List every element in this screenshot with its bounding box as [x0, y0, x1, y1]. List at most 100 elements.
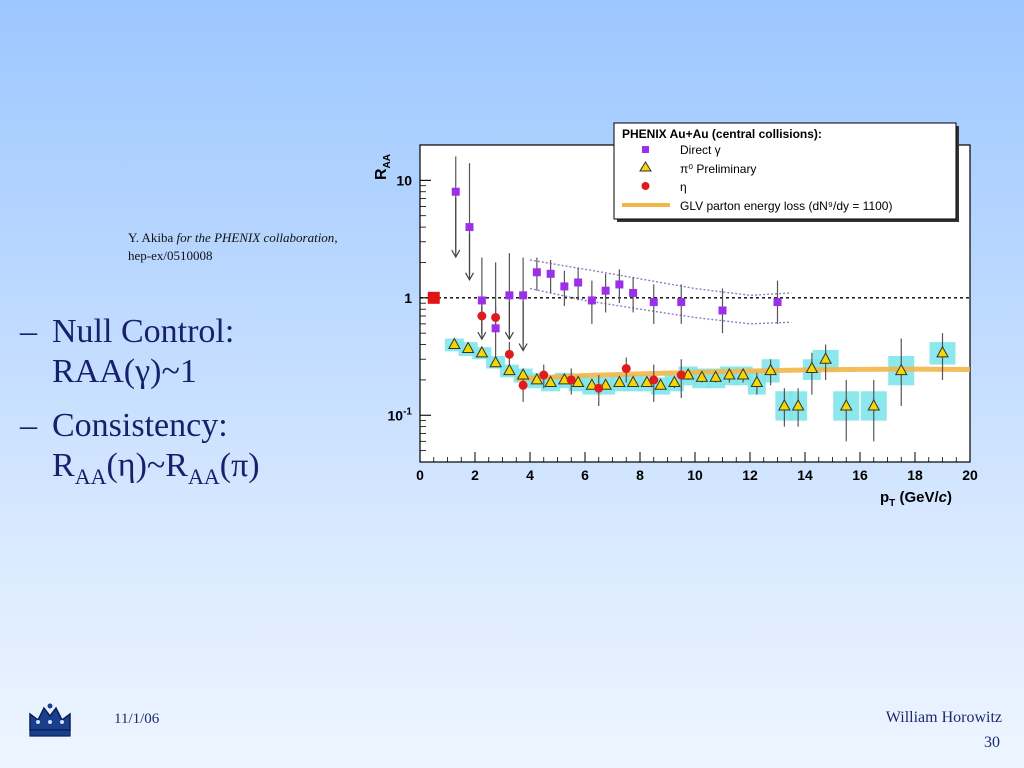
x-tick-label: 18	[907, 467, 923, 483]
x-tick-label: 0	[416, 467, 424, 483]
upper-limit-arrow-head	[464, 272, 475, 282]
bullet-2-end: (π)	[219, 447, 260, 484]
pi0-point	[475, 345, 489, 358]
eta-point	[518, 380, 528, 390]
citation-collab: for the PHENIX collaboration	[176, 230, 335, 245]
legend-box	[613, 122, 957, 220]
pi0-point	[805, 361, 819, 374]
pi0-point	[936, 345, 949, 358]
direct-gamma-point	[532, 268, 541, 277]
eta-point	[477, 311, 487, 321]
pi0-point	[778, 398, 791, 411]
pi0-point	[544, 375, 557, 388]
citation-comma: ,	[334, 230, 338, 245]
y-tick-label: 10	[396, 172, 412, 188]
bullet-2-sub2: AA	[187, 463, 220, 489]
bullet-null-control: – Null Control: RAA(γ)~1	[20, 312, 260, 392]
x-tick-label: 4	[526, 467, 534, 483]
direct-gamma-envelope	[529, 287, 792, 325]
pi0-point	[867, 398, 881, 411]
x-axis-label: pT (GeV/c)	[880, 489, 952, 509]
direct-gamma-point	[601, 286, 610, 295]
upper-limit-arrow-head	[504, 331, 514, 341]
direct-gamma-point	[477, 296, 486, 305]
direct-gamma-point	[491, 324, 500, 333]
x-tick-label: 12	[742, 467, 758, 483]
pi0-point	[709, 370, 722, 382]
raa-chart: 0 2 4 6 8 10 12 14 16 18 20 10 1 10-1 RAA pT (GeV/c) PHE…	[360, 120, 990, 520]
citation: Y. Akiba for the PHENIX collaboration, h…	[128, 229, 338, 265]
pi0-point	[791, 398, 805, 411]
direct-gamma-point	[574, 278, 583, 287]
columbia-crown-logo	[29, 703, 71, 737]
bullet-dash: –	[20, 313, 37, 350]
eta-point	[649, 375, 659, 385]
pi0-point	[819, 352, 832, 364]
pi0-point	[461, 341, 475, 354]
x-tick-label: 8	[636, 467, 644, 483]
pi0-point	[764, 363, 777, 376]
citation-ref: hep-ex/0510008	[128, 248, 213, 263]
legend-entry-label: π⁰ Preliminary	[680, 162, 756, 176]
pi0-point	[839, 398, 853, 411]
direct-gamma-point	[587, 296, 596, 305]
footer-date: 11/1/06	[114, 711, 160, 727]
eta-point	[594, 383, 604, 393]
eta-point	[491, 312, 501, 322]
direct-gamma-point	[560, 282, 569, 291]
legend-entry-label: GLV parton energy loss (dN⁹/dy = 1100)	[680, 199, 892, 213]
pi0-point	[489, 355, 502, 368]
direct-gamma-point	[718, 306, 727, 315]
bullet-2-line2: RAA(η)~RAA(π)	[20, 446, 260, 497]
footer-author: William Horowitz	[885, 709, 1002, 726]
x-tick-label: 14	[797, 467, 813, 483]
bullet-list: – Null Control: RAA(γ)~1 – Consistency: RA…	[20, 312, 260, 511]
pi0-point	[894, 363, 908, 376]
direct-gamma-point	[615, 280, 624, 289]
legend-direct-gamma-marker	[642, 146, 649, 153]
pi0-point	[750, 375, 764, 388]
bullet-1-line2: RAA(γ)~1	[52, 353, 197, 390]
bullet-2-r1: R	[52, 447, 75, 484]
pi0-point	[736, 368, 750, 380]
x-tick-label: 20	[962, 467, 978, 483]
direct-gamma-point	[629, 288, 638, 297]
bullet-2-sub1: AA	[74, 463, 107, 489]
page-number: 30	[984, 734, 1000, 751]
pi0-point	[503, 363, 516, 376]
upper-limit-arrow-head	[477, 331, 487, 341]
direct-gamma-point	[677, 298, 686, 307]
direct-gamma-point	[773, 298, 782, 307]
eta-point	[676, 370, 686, 380]
legend-pi0-marker	[639, 161, 652, 172]
direct-gamma-point	[546, 269, 555, 278]
upper-limit-arrow-head	[518, 343, 528, 352]
direct-gamma-point	[465, 223, 474, 232]
citation-author: Y. Akiba	[128, 230, 177, 245]
bullet-2-line1: Consistency:	[52, 407, 228, 444]
raa-chart-svg: 0 2 4 6 8 10 12 14 16 18 20 10 1 10-1 RAA pT (GeV/c) PHE…	[373, 122, 978, 509]
normalization-marker	[427, 291, 440, 304]
pi0-point	[626, 375, 640, 388]
bullet-2-mid: (η)~R	[106, 447, 188, 484]
x-tick-label: 2	[471, 467, 479, 483]
eta-point	[504, 349, 514, 359]
eta-point	[539, 370, 549, 380]
legend-title: PHENIX Au+Au (central collisions):	[622, 127, 822, 141]
direct-gamma-point	[451, 187, 460, 196]
x-tick-label: 10	[687, 467, 703, 483]
pi0-point	[530, 372, 544, 385]
bullet-1-line1: Null Control:	[52, 313, 235, 350]
pi0-point	[723, 368, 736, 380]
pi0-point	[668, 375, 681, 388]
y-tick-label: 1	[404, 290, 412, 306]
y-tick-label: 10-1	[388, 406, 413, 423]
x-tick-label: 16	[852, 467, 868, 483]
direct-gamma-envelope	[529, 259, 792, 297]
eta-point	[566, 375, 576, 385]
pi0-point	[516, 368, 530, 380]
legend-eta-marker	[641, 182, 650, 190]
legend-entry-label: Direct γ	[680, 143, 721, 157]
pi0-point	[654, 378, 667, 390]
bullet-consistency: – Consistency: RAA(η)~RAA(π)	[20, 406, 260, 497]
